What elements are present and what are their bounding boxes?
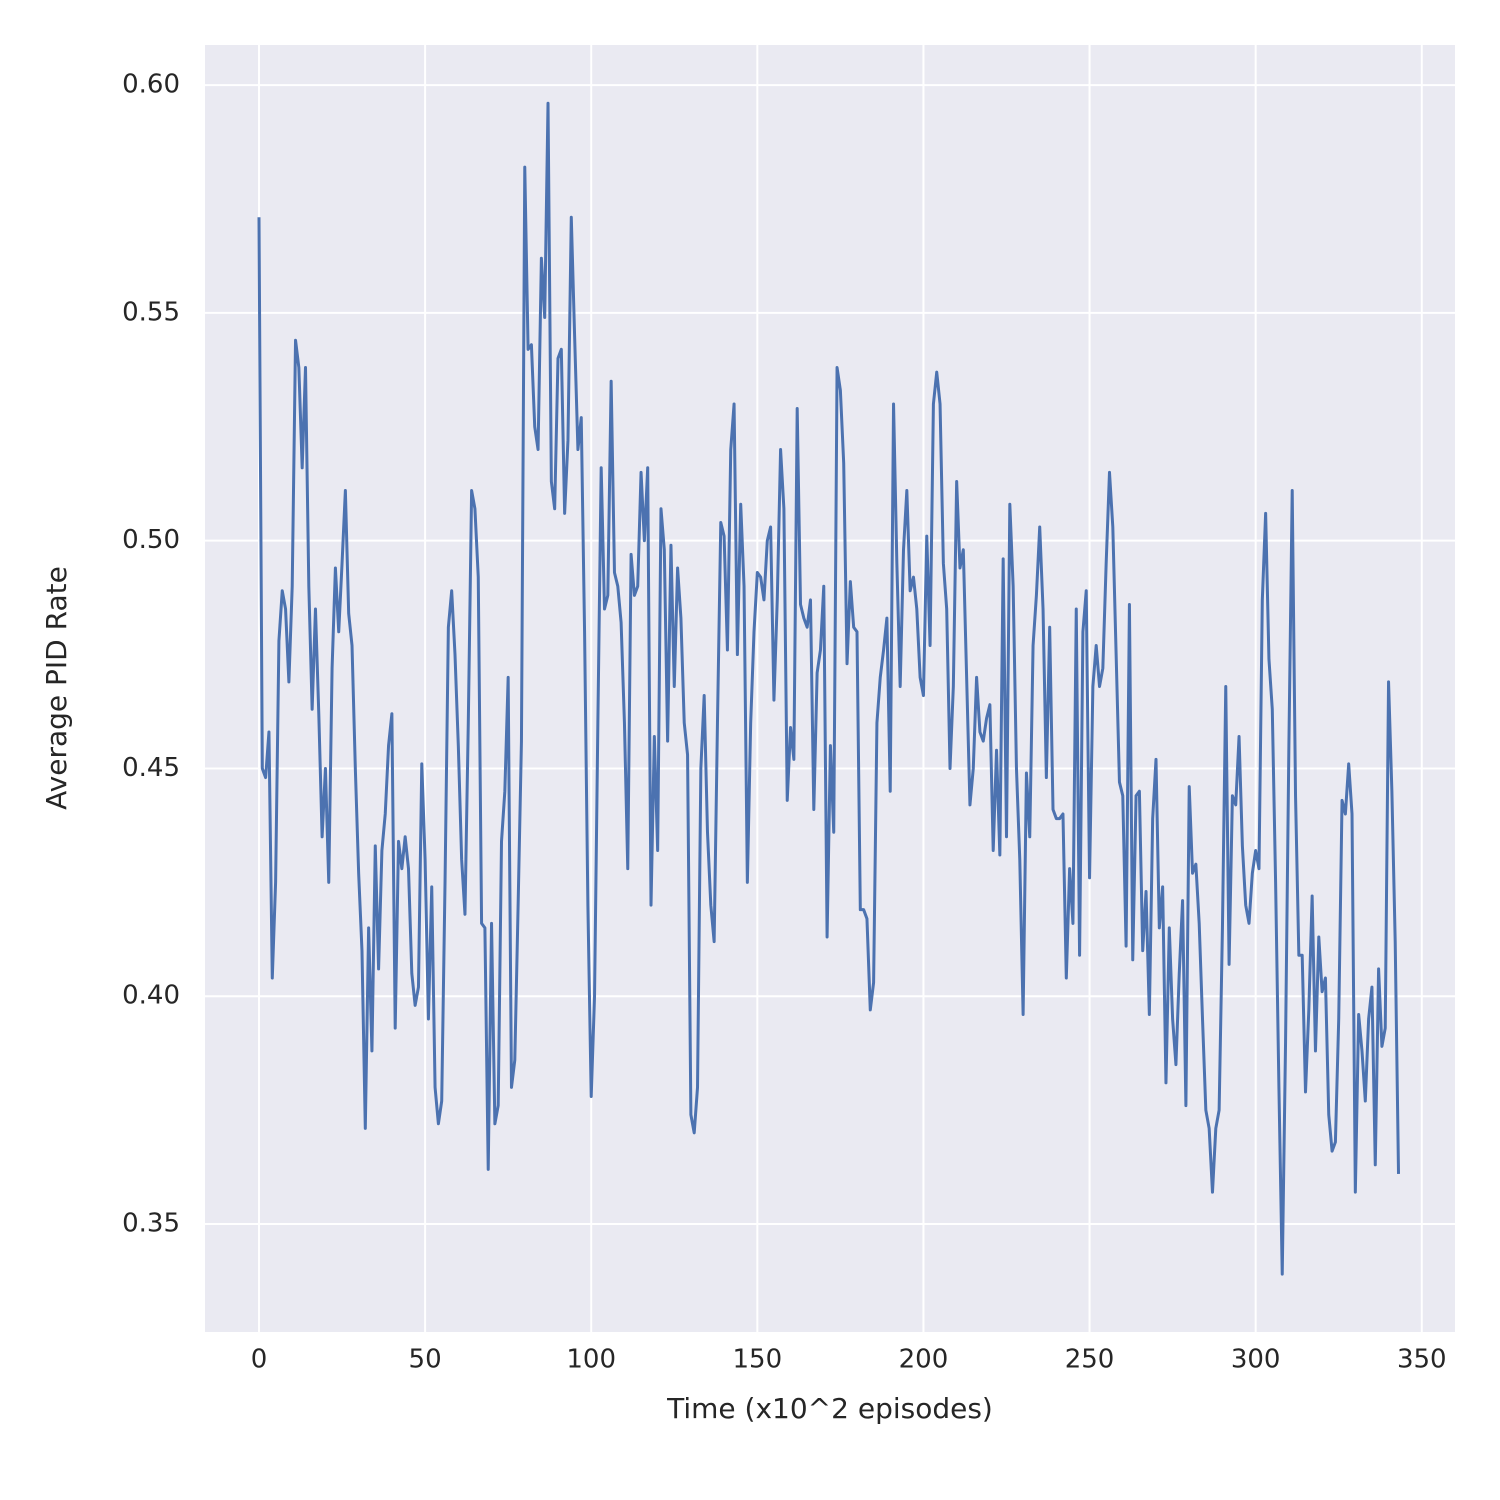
y-tick-label: 0.60 — [122, 70, 180, 100]
x-tick-label: 150 — [733, 1345, 783, 1375]
x-tick-label: 250 — [1065, 1345, 1115, 1375]
y-tick-label: 0.55 — [122, 297, 180, 327]
x-tick-label: 300 — [1231, 1345, 1281, 1375]
grid — [205, 45, 1455, 1332]
y-axis-label: Average PID Rate — [40, 566, 73, 810]
x-tick-label: 200 — [899, 1345, 949, 1375]
data-line — [257, 101, 1401, 1276]
x-tick-label: 100 — [566, 1345, 616, 1375]
x-tick-label: 0 — [251, 1345, 268, 1375]
y-tick-label: 0.45 — [122, 753, 180, 783]
marks — [257, 101, 1401, 1276]
y-tick-label: 0.35 — [122, 1209, 180, 1239]
x-tick-label: 50 — [409, 1345, 442, 1375]
x-axis-label: Time (x10^2 episodes) — [666, 1392, 993, 1425]
x-tick-label: 350 — [1397, 1345, 1447, 1375]
plot-area — [205, 45, 1455, 1332]
y-tick-label: 0.40 — [122, 981, 180, 1011]
y-tick-label: 0.50 — [122, 525, 180, 555]
